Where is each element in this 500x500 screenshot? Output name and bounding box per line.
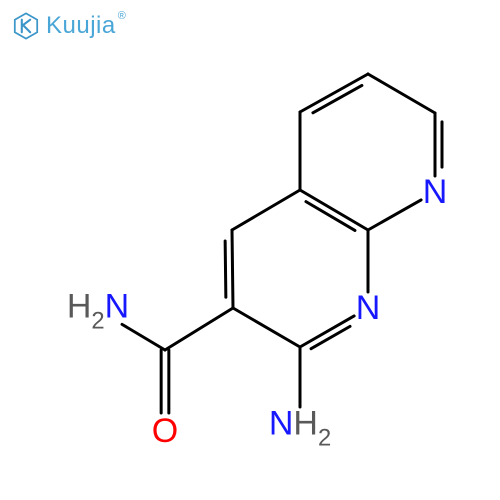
atom-label-n8: N xyxy=(356,291,381,325)
atom-label-nh2b: H2N xyxy=(67,290,129,331)
atom-label-o: O xyxy=(152,414,178,448)
atom-label-n1: N xyxy=(423,175,448,209)
atom-label-nh2a: NH2 xyxy=(269,407,331,448)
chemical-structure-diagram xyxy=(0,0,500,500)
